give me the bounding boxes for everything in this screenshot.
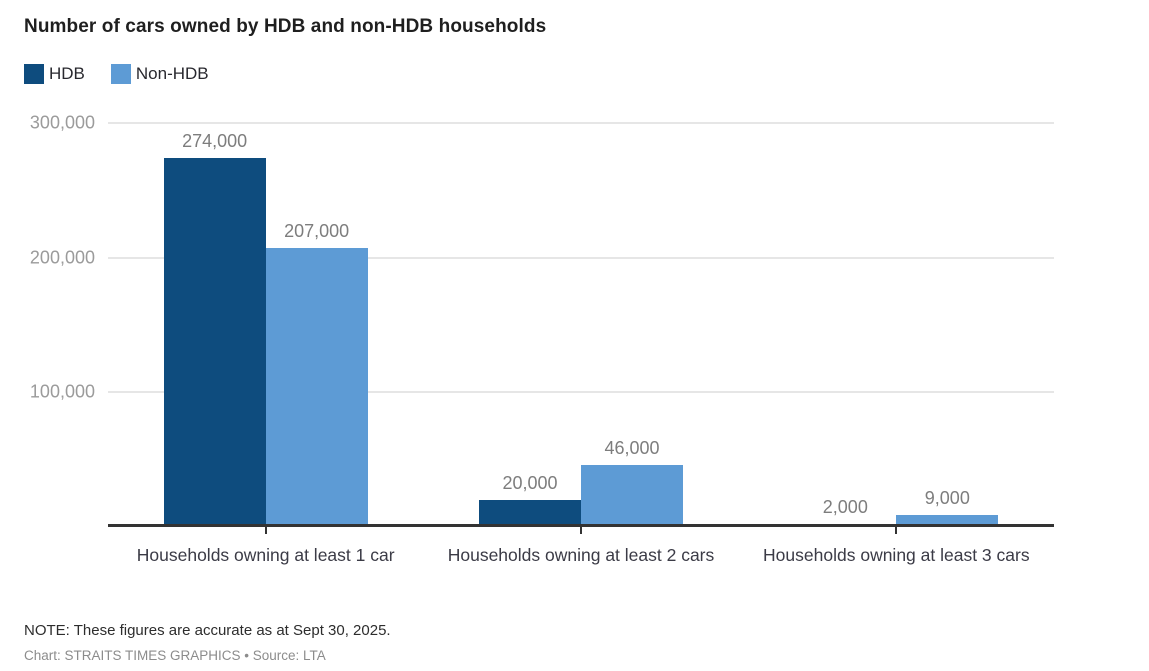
legend-swatch-non-hdb <box>110 64 131 84</box>
ytick-label: 100,000 <box>29 381 95 402</box>
legend-label: Non-HDB <box>135 64 209 83</box>
credit-text: Chart: STRAITS TIMES GRAPHICS • Source: … <box>24 648 326 663</box>
legend-item-non-hdb: Non-HDB <box>110 64 209 84</box>
chart-title: Number of cars owned by HDB and non-HDB … <box>24 16 547 37</box>
x-axis-line <box>108 524 1054 527</box>
bar-value-label: 2,000 <box>822 497 868 517</box>
bar-group-2: 20,000 46,000 <box>423 103 738 527</box>
bar-non-hdb-group-2: 46,000 <box>580 438 683 527</box>
legend-item-hdb: HDB <box>24 64 85 84</box>
legend-swatch-hdb <box>24 64 44 84</box>
gridline-100000 <box>108 391 1054 394</box>
bar-group-1: 274,000 207,000 <box>108 103 423 527</box>
note-text: NOTE: These figures are accurate as at S… <box>24 622 391 639</box>
xcat-label-1: Households owning at least 1 car <box>136 545 395 565</box>
bar-value-label: 274,000 <box>182 131 248 151</box>
legend: HDB Non-HDB <box>24 64 209 84</box>
xtick-group-3 <box>895 527 898 534</box>
gridline-200000 <box>108 256 1054 259</box>
bar-non-hdb-group-1: 207,000 <box>265 221 368 527</box>
bar-hdb-group-1: 274,000 <box>163 131 266 527</box>
xcat-label-2: Households owning at least 2 cars <box>447 545 715 565</box>
ytick-label: 300,000 <box>29 112 95 133</box>
bar-value-label: 20,000 <box>502 473 558 493</box>
legend-label: HDB <box>49 64 85 83</box>
bar-value-label: 207,000 <box>284 221 350 241</box>
xcat-label-3: Households owning at least 3 cars <box>763 545 1030 565</box>
gridline-300000 <box>108 122 1054 124</box>
bar-group-3: 2,000 9,000 <box>739 103 1054 527</box>
xtick-group-2 <box>580 527 582 534</box>
ytick-label: 200,000 <box>29 247 95 268</box>
bar-value-label: 46,000 <box>604 438 660 458</box>
plot-area: 100,000 200,000 300,000 274,000 207,000 House… <box>30 103 1054 565</box>
bar-value-label: 9,000 <box>924 488 970 508</box>
xtick-group-1 <box>264 527 267 534</box>
bar-hdb-group-2: 20,000 <box>478 473 581 527</box>
